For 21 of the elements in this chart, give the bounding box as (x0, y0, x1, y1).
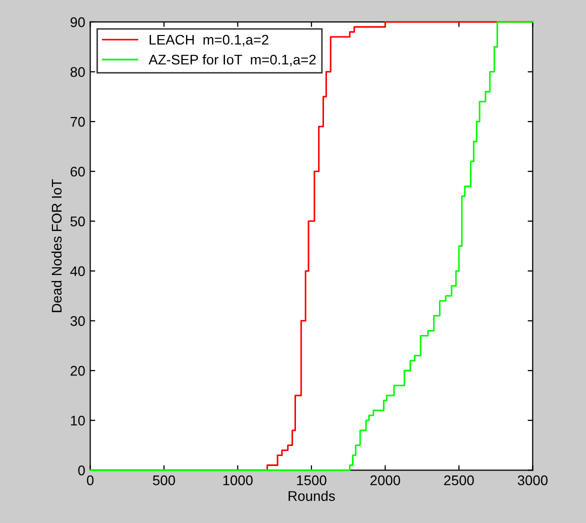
x-tick-label: 0 (86, 475, 94, 486)
y-axis-title: Dead Nodes FOR IoT (51, 179, 62, 312)
y-tick-label: 90 (70, 17, 85, 28)
y-tick-label: 50 (70, 216, 85, 226)
x-tick-label: 3000 (518, 475, 548, 486)
y-tick-label: 40 (70, 266, 85, 276)
x-tick-label: 1000 (223, 475, 253, 486)
x-tick-label: 2500 (444, 475, 474, 486)
x-tick-label: 2000 (370, 475, 400, 486)
y-tick-label: 10 (70, 416, 85, 426)
x-axis-title: Rounds (288, 490, 335, 501)
y-tick-label: 30 (70, 316, 85, 326)
y-tick-label: 20 (70, 366, 85, 376)
y-tick-label: 80 (70, 67, 85, 77)
y-tick-label: 70 (70, 116, 85, 127)
x-tick-label: 500 (152, 475, 176, 486)
y-tick-label: 60 (70, 166, 85, 177)
legend-label: LEACH m=0.1,a=2 (150, 34, 268, 46)
legend-label: AZ-SEP for IoT m=0.1,a=2 (148, 54, 316, 66)
y-tick-label: 0 (78, 466, 85, 476)
x-tick-label: 1500 (297, 475, 326, 486)
